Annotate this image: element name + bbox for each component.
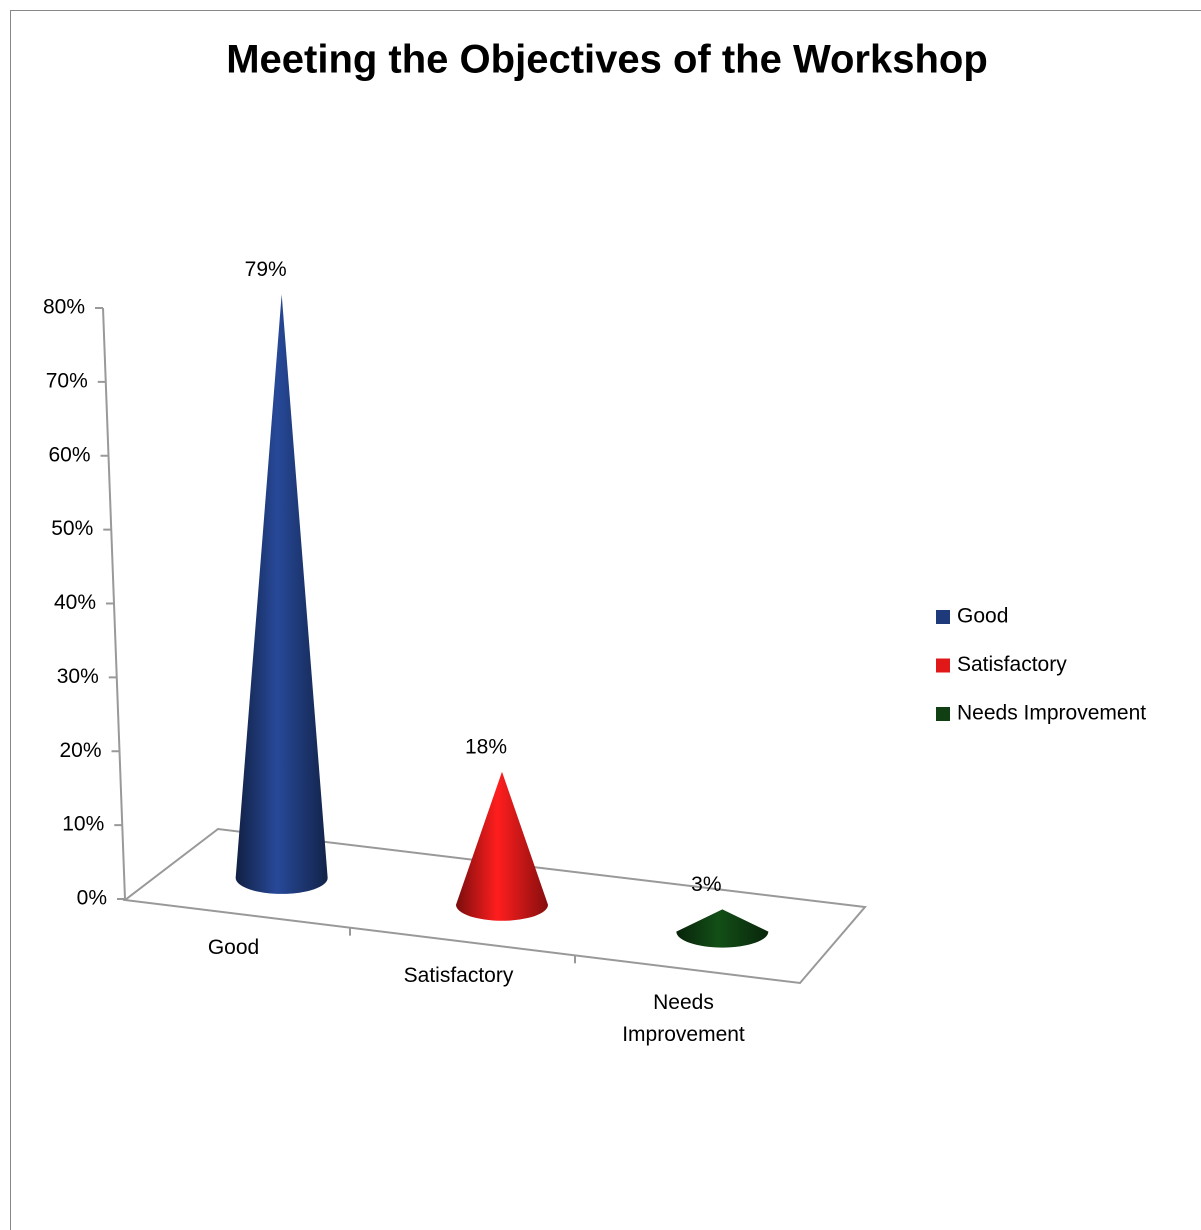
- chart-border: [10, 10, 1201, 1230]
- cone: [676, 909, 769, 948]
- value-label: 18%: [465, 735, 507, 758]
- y-tick-label: 30%: [57, 665, 99, 688]
- y-tick-label: 0%: [77, 887, 107, 910]
- y-tick-label: 40%: [54, 591, 96, 614]
- y-tick-label: 10%: [62, 813, 104, 836]
- cone: [235, 294, 328, 894]
- legend-swatch: [936, 610, 950, 624]
- y-tick-label: 50%: [51, 517, 93, 540]
- legend-swatch: [936, 707, 950, 721]
- x-tick-label: Good: [207, 935, 260, 959]
- y-tick-label: 80%: [43, 296, 85, 319]
- x-tick-label: Satisfactory: [403, 963, 514, 987]
- legend-label: Needs Improvement: [957, 702, 1146, 725]
- legend-label: Good: [957, 605, 1008, 628]
- y-tick-label: 20%: [59, 739, 101, 762]
- legend-swatch: [936, 658, 950, 673]
- value-label: 79%: [245, 258, 287, 281]
- cone: [456, 771, 548, 921]
- x-tick-label: Needs Improvement: [622, 991, 745, 1047]
- y-tick-label: 60%: [48, 443, 90, 466]
- chart-title: Meeting the Objectives of the Workshop: [226, 38, 988, 82]
- legend-label: Satisfactory: [957, 653, 1067, 676]
- y-tick-label: 70%: [46, 369, 88, 392]
- value-label: 3%: [691, 873, 721, 896]
